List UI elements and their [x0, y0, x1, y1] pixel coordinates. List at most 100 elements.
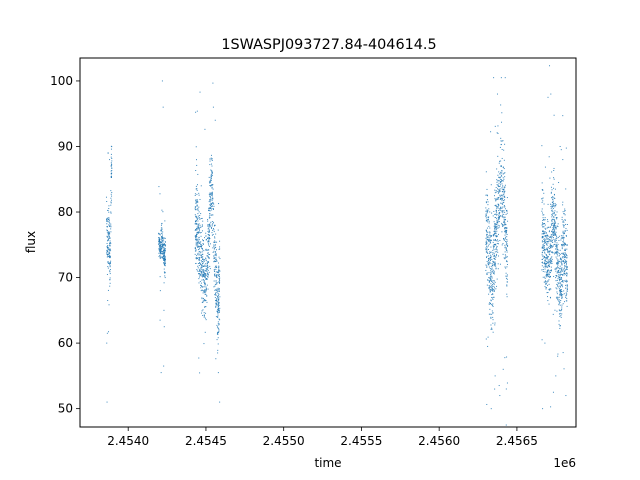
data-point: [198, 273, 200, 275]
data-point: [203, 280, 205, 282]
data-point: [213, 250, 215, 252]
x-tick-label: 2.4555: [340, 434, 382, 448]
data-point: [561, 264, 563, 266]
data-point: [495, 199, 497, 201]
data-point: [495, 213, 497, 215]
data-point: [210, 202, 212, 204]
data-point: [562, 294, 564, 296]
data-point: [158, 242, 160, 244]
data-point: [108, 224, 110, 226]
data-point: [550, 235, 552, 237]
data-point: [110, 176, 112, 178]
data-point: [202, 273, 204, 275]
data-point: [488, 240, 490, 242]
data-point: [553, 187, 555, 189]
data-point: [486, 243, 488, 245]
data-point: [109, 245, 111, 247]
data-point: [546, 249, 548, 251]
data-point: [555, 256, 557, 258]
data-point: [496, 249, 498, 251]
data-point: [499, 195, 501, 197]
data-point: [562, 269, 564, 271]
data-point: [544, 342, 546, 344]
data-point: [552, 205, 554, 207]
data-point: [548, 231, 550, 233]
data-point: [565, 294, 567, 296]
data-point: [488, 313, 490, 315]
data-point: [197, 207, 199, 209]
data-point: [201, 271, 203, 273]
data-point: [551, 171, 553, 173]
data-point: [163, 282, 165, 284]
data-point: [203, 270, 205, 272]
data-point: [501, 191, 503, 193]
data-point: [214, 254, 216, 256]
data-point: [487, 252, 489, 254]
data-point: [504, 247, 506, 249]
data-point: [505, 230, 507, 232]
data-point: [109, 273, 111, 275]
data-point: [493, 246, 495, 248]
data-point: [107, 246, 109, 248]
data-point: [500, 179, 502, 181]
data-point: [566, 268, 568, 270]
data-point: [208, 207, 210, 209]
data-point: [554, 309, 556, 311]
data-point: [499, 146, 501, 148]
data-point: [566, 261, 568, 263]
data-point: [200, 257, 202, 259]
data-point: [203, 275, 205, 277]
data-point: [212, 251, 214, 253]
data-point: [496, 223, 498, 225]
data-point: [497, 203, 499, 205]
data-point: [555, 234, 557, 236]
data-point: [492, 215, 494, 217]
data-point: [105, 196, 107, 198]
data-point: [563, 224, 565, 226]
data-point: [158, 237, 160, 239]
data-point: [544, 256, 546, 258]
data-point: [551, 260, 553, 262]
data-point: [210, 169, 212, 171]
data-point: [543, 249, 545, 251]
data-point: [545, 237, 547, 239]
data-point: [200, 218, 202, 219]
data-point: [487, 262, 489, 264]
data-point: [487, 260, 489, 261]
data-point: [553, 114, 555, 116]
data-point: [561, 281, 563, 283]
data-point: [547, 226, 549, 228]
data-point: [503, 201, 505, 203]
data-point: [198, 258, 200, 260]
data-point: [206, 255, 208, 257]
data-point: [164, 248, 166, 250]
data-point: [560, 316, 562, 318]
data-point: [506, 266, 508, 268]
data-point: [561, 263, 563, 265]
data-point: [554, 248, 556, 250]
data-point: [495, 267, 497, 269]
data-point: [495, 231, 497, 233]
data-point: [492, 245, 494, 247]
data-point: [494, 213, 496, 215]
data-point: [214, 273, 216, 275]
data-point: [486, 260, 488, 262]
data-point: [544, 280, 546, 282]
data-point: [206, 264, 208, 266]
data-point: [559, 272, 561, 274]
data-point: [218, 332, 220, 334]
data-point: [563, 233, 565, 235]
data-point: [217, 332, 219, 334]
data-point: [557, 250, 559, 252]
data-point: [542, 222, 543, 224]
data-point: [546, 276, 548, 278]
data-point: [493, 261, 495, 263]
data-point: [494, 223, 496, 225]
data-point: [198, 240, 200, 242]
data-point: [158, 237, 160, 239]
data-point: [215, 233, 217, 235]
data-point: [562, 237, 564, 239]
data-point: [202, 275, 204, 277]
data-point: [545, 254, 547, 256]
data-point: [494, 205, 496, 206]
